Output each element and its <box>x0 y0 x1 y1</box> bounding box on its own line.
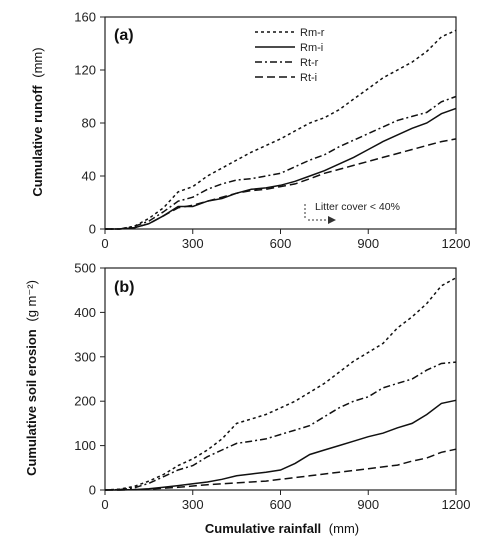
y-tick-label: 120 <box>74 63 96 78</box>
x-tick-label: 600 <box>270 236 292 251</box>
panel-b: (b) Cumulative soil erosion (g m⁻²) Cumu… <box>24 279 359 536</box>
y-tick-label: 400 <box>74 305 96 320</box>
panel-b-xlabel: Cumulative rainfall (mm) <box>205 521 359 536</box>
x-tick-label: 1200 <box>442 497 471 512</box>
legend-label-rm-r: Rm-r <box>300 27 325 39</box>
panel-b-ylabel-unit: (g m⁻²) <box>24 280 39 322</box>
x-tick-label: 0 <box>101 497 108 512</box>
x-tick-label: 300 <box>182 497 204 512</box>
x-tick-label: 900 <box>357 236 379 251</box>
annotation-arrowhead <box>328 216 336 224</box>
x-tick-label: 1200 <box>442 236 471 251</box>
panel-b-ylabel-main: Cumulative soil erosion <box>24 329 39 476</box>
x-tick-label: 0 <box>101 236 108 251</box>
panel-b-label: (b) <box>114 279 134 296</box>
plot-frame-1 <box>104 267 457 491</box>
y-tick-label: 40 <box>82 169 96 184</box>
x-tick-label: 300 <box>182 236 204 251</box>
y-tick-label: 0 <box>89 483 96 498</box>
legend-label-rt-i: Rt-i <box>300 72 317 84</box>
series-line-rm-r <box>105 29 457 230</box>
legend-label-rt-r: Rt-r <box>300 57 319 69</box>
plot-frame-0 <box>104 16 457 230</box>
panel-a-label: (a) <box>114 27 134 44</box>
series-line-rt-r <box>105 95 457 230</box>
panel-a-ylabel: Cumulative runoff (mm) <box>30 47 45 196</box>
y-tick-label: 300 <box>74 349 96 364</box>
panel-b-xlabel-unit: (mm) <box>329 521 359 536</box>
x-tick-label: 900 <box>357 497 379 512</box>
litter-cover-annotation: Litter cover < 40% <box>315 201 400 213</box>
panel-b-ylabel: Cumulative soil erosion (g m⁻²) <box>24 280 39 476</box>
panel-a-ylabel-unit: (mm) <box>30 47 45 77</box>
series-line-rm-i <box>105 107 457 230</box>
x-tick-label: 600 <box>270 497 292 512</box>
y-tick-label: 100 <box>74 438 96 453</box>
y-tick-label: 160 <box>74 10 96 25</box>
panel-b-xlabel-main: Cumulative rainfall <box>205 521 321 536</box>
legend: Rm-r Rm-i Rt-r Rt-i <box>255 27 325 84</box>
plot-layer: 0 300 600 900 1200 0 40 80 120 160 0 300 600 900 1200 0… <box>74 10 470 513</box>
series-line-rm-i <box>105 399 457 491</box>
series-line-rt-r <box>104 361 457 491</box>
panel-a-ylabel-main: Cumulative runoff <box>30 85 45 197</box>
y-tick-label: 80 <box>82 116 96 131</box>
legend-label-rm-i: Rm-i <box>300 42 323 54</box>
series-line-rt-i <box>105 448 457 491</box>
y-tick-label: 500 <box>74 261 96 276</box>
y-tick-label: 200 <box>74 394 96 409</box>
panel-a: (a) Cumulative runoff (mm) Litter cover … <box>30 27 400 224</box>
series-line-rm-r <box>104 277 457 491</box>
series-line-rt-i <box>105 138 457 230</box>
y-tick-label: 0 <box>89 222 96 237</box>
